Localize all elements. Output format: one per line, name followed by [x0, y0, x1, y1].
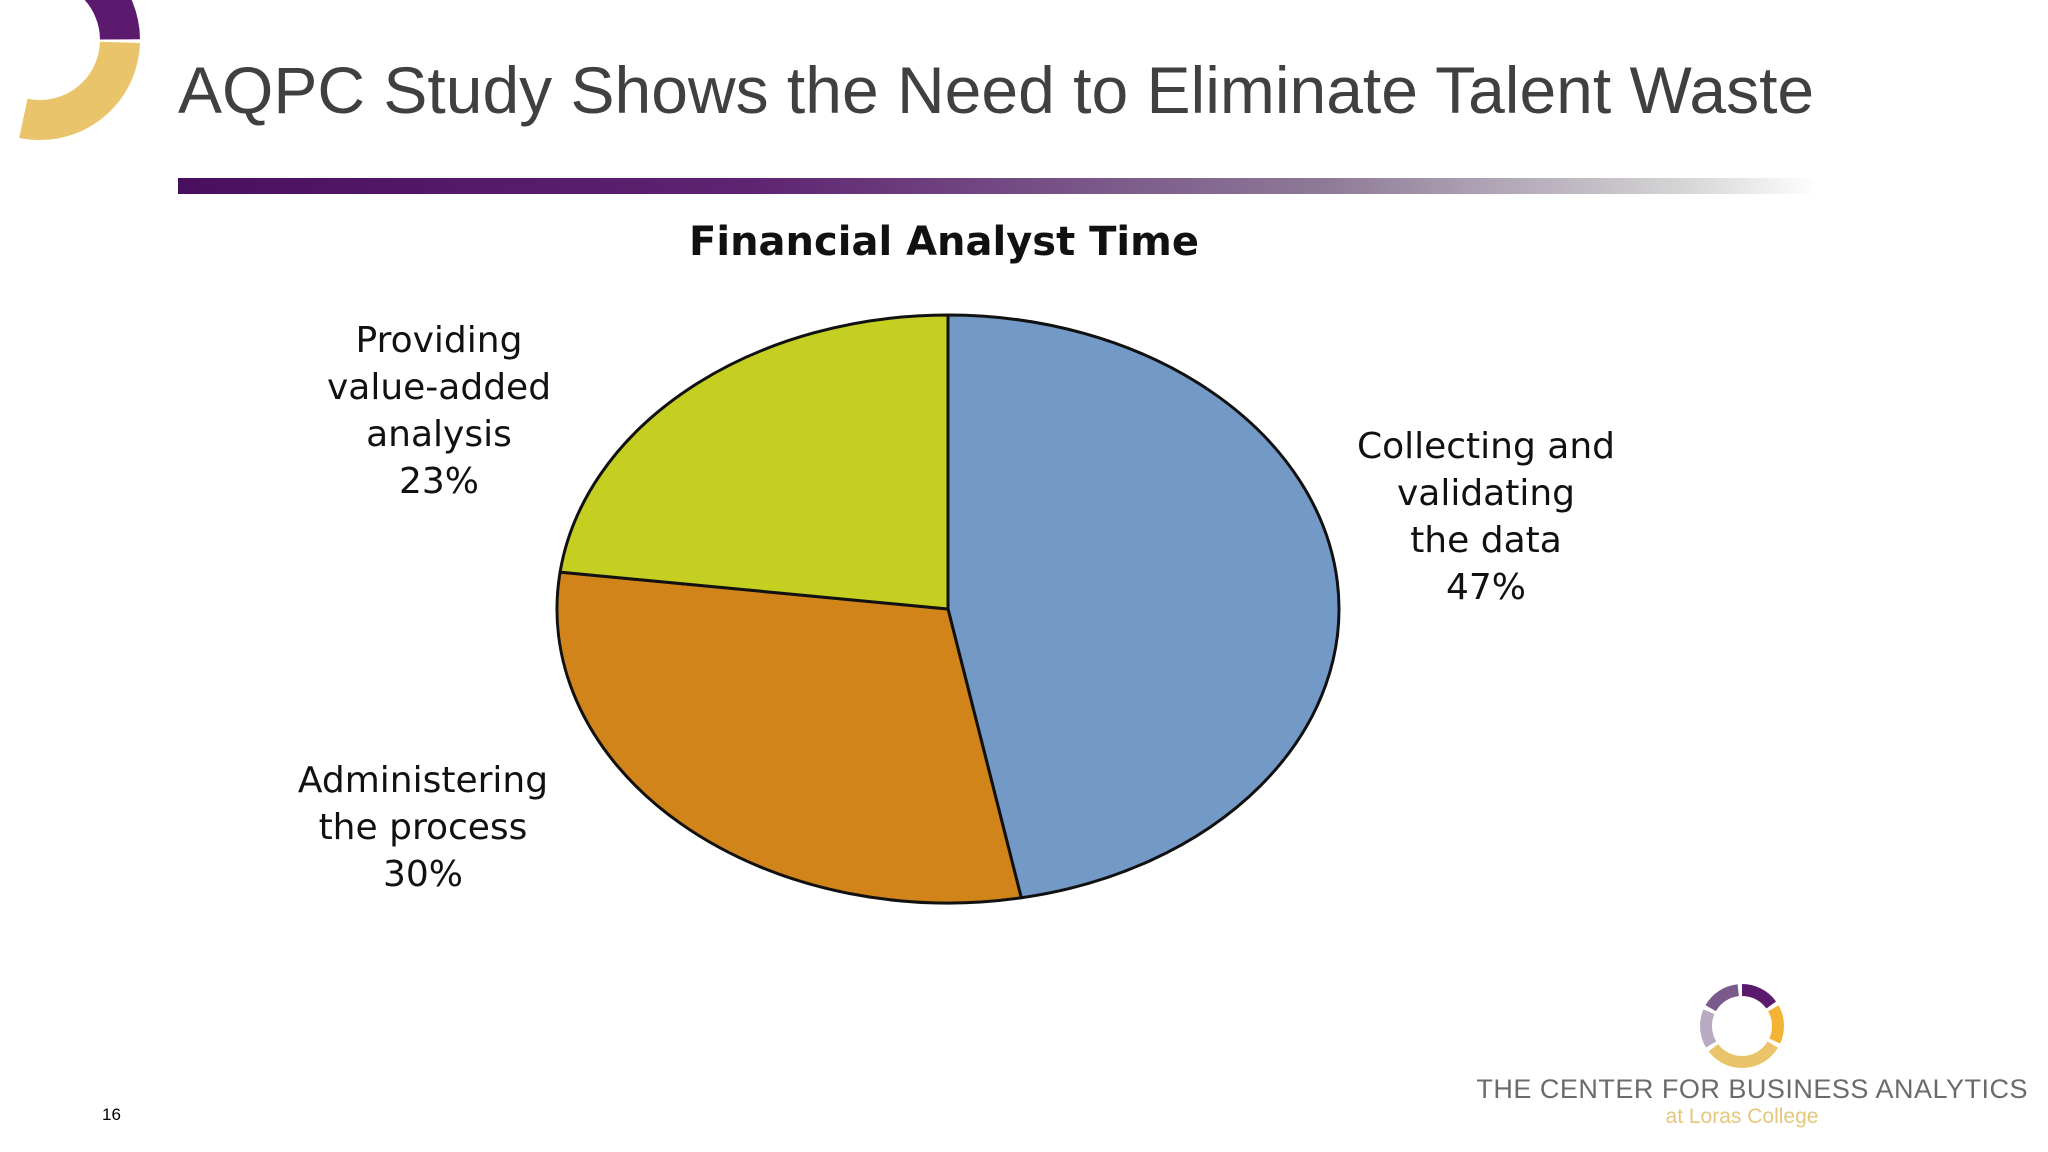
pie-slice — [555, 570, 1023, 905]
pie-slice-label-line: Providing — [356, 320, 523, 361]
pie-slice-label-line: the data — [1410, 520, 1562, 561]
pie-slice-label: Providing value-added analysis 23% — [327, 320, 551, 502]
pie-slice-labels: Collecting and validating the data 47% Admin… — [298, 320, 1615, 895]
pie-slices — [555, 313, 1341, 905]
pie-slice-label: Administering the process 30% — [298, 760, 548, 895]
pie-slice — [558, 313, 950, 611]
pie-slice-label-line: value-added — [327, 367, 551, 408]
title-divider — [178, 178, 1818, 194]
pie-slice-label: Collecting and validating the data 47% — [1357, 426, 1615, 608]
pie-slice-label-line: 47% — [1446, 567, 1526, 608]
pie-slice-label-line: 23% — [399, 461, 479, 502]
pie-slice-label-line: analysis — [366, 414, 512, 455]
business-analytics-logo-icon — [1700, 984, 1784, 1068]
pie-slice-label-line: Collecting and — [1357, 426, 1615, 467]
pie-slice-label-line: 30% — [383, 854, 463, 895]
logo-organization-name: THE CENTER FOR BUSINESS ANALYTICS — [1476, 1074, 2028, 1104]
page-number: 16 — [102, 1105, 121, 1124]
pie-slice-label-line: validating — [1397, 473, 1575, 514]
chart-title: Financial Analyst Time — [689, 219, 1199, 265]
pie-slice-label-line: the process — [319, 807, 528, 848]
corner-ring-logo — [0, 0, 140, 140]
pie-slice-label-line: Administering — [298, 760, 548, 801]
logo-organization-subtitle: at Loras College — [1665, 1105, 1819, 1128]
slide-title: AQPC Study Shows the Need to Eliminate T… — [178, 53, 1815, 127]
pie-slice — [946, 313, 1341, 900]
